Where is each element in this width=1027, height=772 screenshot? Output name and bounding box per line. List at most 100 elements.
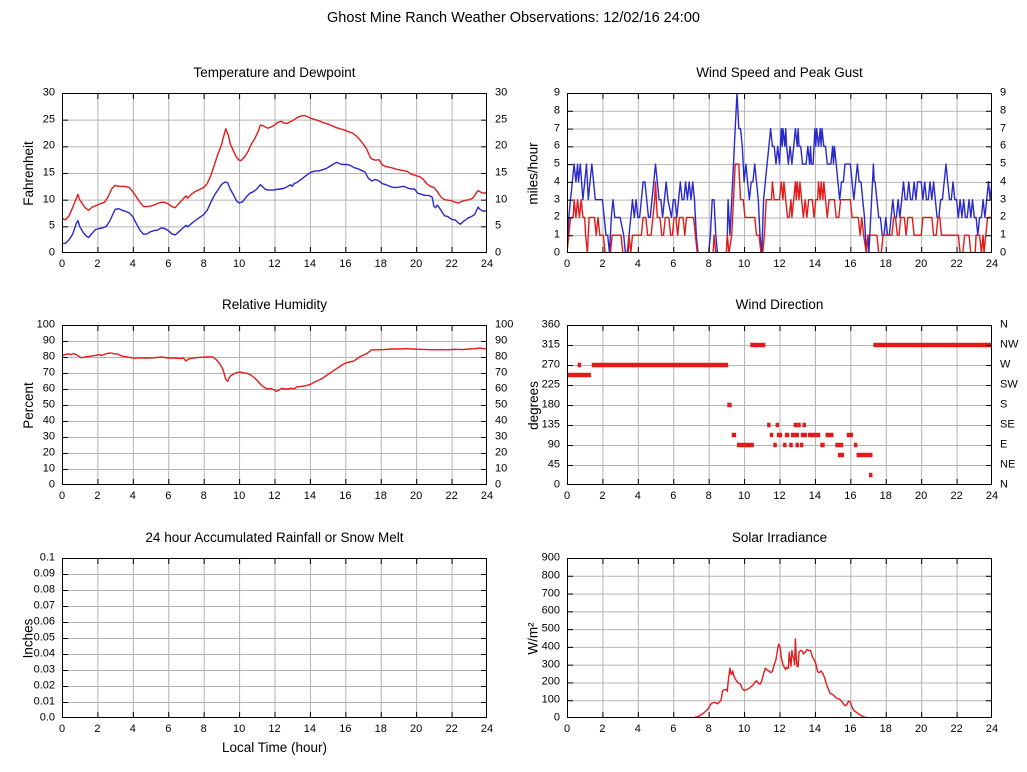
y-tick-label: 400 [541, 640, 560, 653]
y-tick-label-right: 5 [495, 219, 502, 232]
y-tick-label-right: 20 [495, 139, 508, 152]
x-tick-label: 4 [129, 490, 136, 502]
y-tick-label: 135 [541, 418, 560, 431]
y-tick-label: 5 [48, 219, 55, 232]
y-tick-label-right: 6 [1000, 139, 1007, 152]
y-tick-label: 25 [42, 113, 55, 126]
y-tick-label-right: 100 [495, 318, 514, 331]
y-tick-label: 20 [42, 139, 55, 152]
chart-title: Temperature and Dewpoint [193, 65, 356, 80]
x-tick-label: 8 [705, 490, 712, 502]
x-tick-label: 6 [165, 258, 172, 270]
x-tick-label: 2 [94, 723, 101, 735]
x-tick-label: 14 [808, 723, 822, 735]
y-tick-label-right: 80 [495, 350, 508, 363]
x-tick-label: 10 [232, 258, 246, 270]
x-tick-label: 18 [879, 258, 892, 270]
x-tick-label: 16 [339, 723, 352, 735]
y-tick-label: 0.07 [33, 599, 55, 612]
y-tick-label: 40 [42, 414, 55, 427]
x-tick-label: 14 [808, 258, 822, 270]
x-tick-label: 2 [94, 490, 101, 502]
y-tick-label-right: 5 [1000, 157, 1007, 170]
y-tick-label-right: 7 [1000, 122, 1007, 135]
y-tick-label: 100 [36, 318, 55, 331]
y-tick-label-right: 50 [495, 398, 508, 411]
x-tick-label: 18 [374, 258, 387, 270]
y-tick-label-right: 15 [495, 166, 508, 179]
x-tick-label: 12 [268, 723, 281, 735]
chart-title: Wind Direction [735, 297, 824, 312]
x-tick-label: 2 [599, 490, 606, 502]
x-tick-label: 0 [563, 723, 571, 735]
plot-area [62, 325, 487, 485]
y-tick-label-right: SW [1000, 378, 1018, 391]
plot-frame [567, 325, 992, 485]
x-tick-label: 22 [445, 258, 458, 270]
y-tick-label: 360 [541, 318, 560, 331]
x-tick-label: 6 [165, 490, 172, 502]
y-tick-label: 500 [541, 622, 560, 635]
x-tick-label: 20 [915, 490, 928, 502]
solar-irradiance-line [567, 638, 992, 718]
y-tick-label-right: 30 [495, 86, 508, 99]
x-tick-label: 22 [445, 723, 458, 735]
x-tick-label: 16 [844, 723, 857, 735]
x-tick-label: 20 [915, 258, 928, 270]
y-tick-label: 900 [541, 551, 560, 564]
chart-title: Relative Humidity [221, 297, 328, 312]
x-tick-label: 10 [232, 490, 246, 502]
x-tick-label: 18 [879, 723, 892, 735]
plot-frame [567, 93, 992, 253]
y-tick-label-right: N [1000, 318, 1008, 331]
y-tick-label: 9 [553, 86, 560, 99]
y-tick-label: 80 [42, 350, 55, 363]
y-axis-label: miles/hour [525, 141, 541, 205]
y-tick-label: 700 [541, 587, 560, 600]
y-tick-label: 4 [553, 175, 560, 188]
x-tick-label: 24 [985, 258, 999, 270]
y-tick-label-right: NE [1000, 458, 1016, 471]
chart-rainfall: 24 hour Accumulated Rainfall or Snow Mel… [21, 530, 494, 755]
y-tick-label: 300 [541, 658, 560, 671]
y-tick-label: 0 [553, 478, 560, 491]
y-tick-label: 3 [553, 193, 560, 206]
y-tick-label: 8 [553, 104, 560, 117]
page-title: Ghost Mine Ranch Weather Observations: 1… [327, 10, 700, 26]
x-tick-label: 20 [410, 723, 423, 735]
y-tick-label: 800 [541, 569, 560, 582]
x-tick-label: 0 [58, 490, 66, 502]
y-tick-label: 0 [48, 478, 55, 491]
x-tick-label: 10 [737, 258, 751, 270]
y-tick-label: 0 [553, 246, 560, 259]
y-tick-label-right: 1 [1000, 228, 1007, 241]
y-tick-label-right: 4 [1000, 175, 1007, 188]
y-tick-label-right: 90 [495, 334, 508, 347]
x-tick-label: 12 [268, 490, 281, 502]
x-tick-label: 6 [670, 490, 677, 502]
x-tick-label: 16 [339, 490, 352, 502]
y-tick-label-right: 20 [495, 446, 508, 459]
y-tick-label: 0.0 [39, 711, 55, 724]
x-tick-label: 18 [374, 490, 387, 502]
y-tick-label: 5 [553, 157, 560, 170]
x-tick-label: 4 [129, 723, 136, 735]
y-tick-label-right: 40 [495, 414, 508, 427]
chart-title: 24 hour Accumulated Rainfall or Snow Mel… [145, 530, 404, 545]
y-tick-label-right: W [1000, 358, 1011, 371]
x-tick-label: 8 [200, 258, 207, 270]
y-tick-label-right: 10 [495, 462, 508, 475]
y-tick-label: 270 [541, 358, 560, 371]
x-tick-label: 10 [737, 490, 751, 502]
y-tick-label: 10 [42, 462, 55, 475]
y-tick-label: 600 [541, 604, 560, 617]
x-tick-label: 18 [879, 490, 892, 502]
y-tick-label: 10 [42, 193, 55, 206]
x-tick-label: 0 [58, 258, 66, 270]
x-tick-label: 20 [410, 490, 423, 502]
x-tick-label: 16 [844, 490, 857, 502]
y-tick-label-right: 0 [495, 478, 502, 491]
relative-humidity-line [62, 347, 487, 393]
